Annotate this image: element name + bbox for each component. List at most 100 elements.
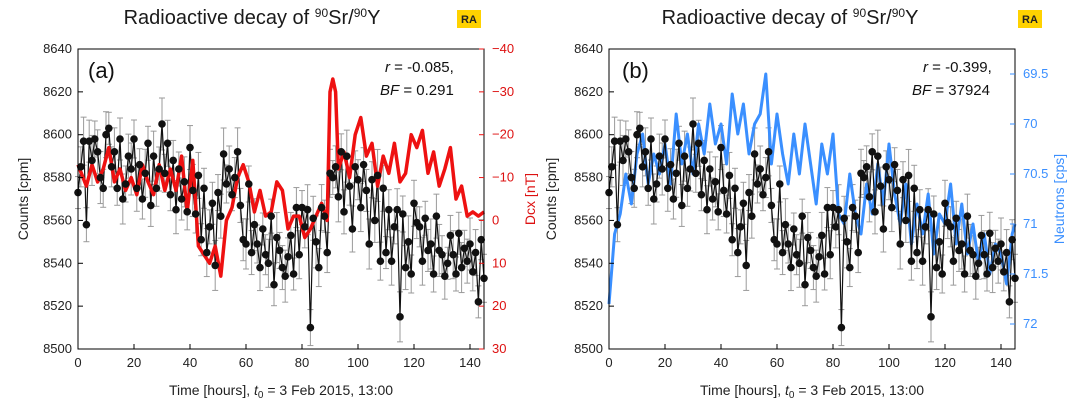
data-point xyxy=(958,240,966,248)
data-point xyxy=(253,240,261,248)
x-tick-label: 20 xyxy=(127,355,141,370)
data-point xyxy=(329,173,337,182)
data-point xyxy=(373,171,382,180)
chart-title-a: Radioactive decay of 90Sr/90Y xyxy=(124,6,381,29)
data-point xyxy=(306,323,315,332)
data-point xyxy=(446,231,455,240)
data-point xyxy=(99,184,107,193)
data-point xyxy=(969,250,977,259)
data-point xyxy=(832,223,840,231)
data-point xyxy=(469,268,477,276)
data-point xyxy=(474,298,483,306)
data-point xyxy=(200,184,208,193)
data-point xyxy=(756,165,764,173)
y-tick-label: 8520 xyxy=(43,298,72,313)
data-point xyxy=(745,188,753,197)
data-point xyxy=(432,212,441,220)
data-point xyxy=(183,208,191,216)
data-point xyxy=(851,212,860,220)
x-tick-label: 40 xyxy=(714,355,728,370)
data-point xyxy=(627,173,636,182)
y-tick-label: 8500 xyxy=(574,341,603,356)
data-point xyxy=(256,263,264,272)
x-tick-label: 140 xyxy=(459,355,481,370)
ra-badge-a xyxy=(457,10,481,28)
data-point xyxy=(127,165,135,173)
x-tick-label: 80 xyxy=(826,355,840,370)
data-point xyxy=(619,156,627,165)
data-point xyxy=(972,272,980,280)
plot-frame-a xyxy=(77,48,485,350)
data-point xyxy=(348,225,357,233)
y-ticks-a: 8500 8520 8540 8560 8580 8600 8620 8640 xyxy=(43,41,83,356)
y2-tick-label: 70 xyxy=(1023,116,1037,131)
data-point xyxy=(345,182,354,190)
data-point xyxy=(113,184,121,193)
data-point xyxy=(166,190,175,199)
data-point xyxy=(135,160,144,169)
data-point xyxy=(287,231,295,240)
data-point xyxy=(418,257,427,265)
data-point xyxy=(354,175,362,184)
x-tick-label: 60 xyxy=(239,355,253,370)
counts-points xyxy=(605,120,1019,332)
x-tick-label: 120 xyxy=(403,355,425,370)
data-point xyxy=(963,212,972,220)
data-point xyxy=(750,150,759,158)
data-point xyxy=(231,173,239,182)
data-point xyxy=(874,152,882,160)
data-point xyxy=(247,248,256,257)
data-point xyxy=(868,148,876,156)
data-point xyxy=(273,233,281,242)
data-point xyxy=(233,148,242,156)
data-point xyxy=(974,259,983,268)
y2-ticks-a: 30 20 10 0 −10 −20 −30 −40 xyxy=(479,41,514,356)
data-point xyxy=(1005,298,1014,306)
data-point xyxy=(172,205,180,214)
data-point xyxy=(952,214,960,223)
y-tick-label: 8620 xyxy=(43,84,72,99)
data-point xyxy=(899,175,907,184)
data-point xyxy=(110,148,119,156)
data-point xyxy=(301,223,309,231)
data-point xyxy=(764,148,773,156)
data-point xyxy=(664,184,672,193)
data-point xyxy=(748,212,756,220)
data-point xyxy=(652,180,661,188)
y-tick-label: 8520 xyxy=(574,298,603,313)
data-point xyxy=(208,199,217,208)
data-point xyxy=(865,193,874,201)
data-point xyxy=(694,139,703,148)
data-point xyxy=(429,270,438,278)
counts-points xyxy=(74,120,488,332)
data-point xyxy=(404,238,413,246)
data-point xyxy=(879,225,888,233)
data-point xyxy=(907,257,916,265)
data-point xyxy=(932,263,941,272)
data-point xyxy=(890,160,899,169)
data-point xyxy=(700,156,708,165)
data-point xyxy=(826,250,834,259)
y2-tick-label: 0 xyxy=(492,212,499,227)
data-point xyxy=(88,156,96,165)
data-point xyxy=(977,231,986,240)
data-point xyxy=(133,184,141,193)
data-point xyxy=(938,270,946,278)
data-point xyxy=(846,263,854,272)
data-point xyxy=(149,152,158,160)
data-point xyxy=(270,280,278,289)
ra-badge-label-b: RA xyxy=(1022,14,1038,26)
data-point xyxy=(608,163,616,171)
y-axis-label-a: Counts [cpm] xyxy=(15,158,31,240)
data-point xyxy=(371,216,379,225)
data-point xyxy=(219,150,228,158)
data-point xyxy=(644,184,652,193)
data-point xyxy=(144,139,152,148)
data-point xyxy=(622,135,630,143)
data-point xyxy=(197,235,205,244)
data-point xyxy=(762,173,770,182)
data-point xyxy=(471,248,480,257)
data-point xyxy=(661,135,669,143)
data-point xyxy=(610,137,619,145)
y-tick-label: 8600 xyxy=(574,127,603,142)
